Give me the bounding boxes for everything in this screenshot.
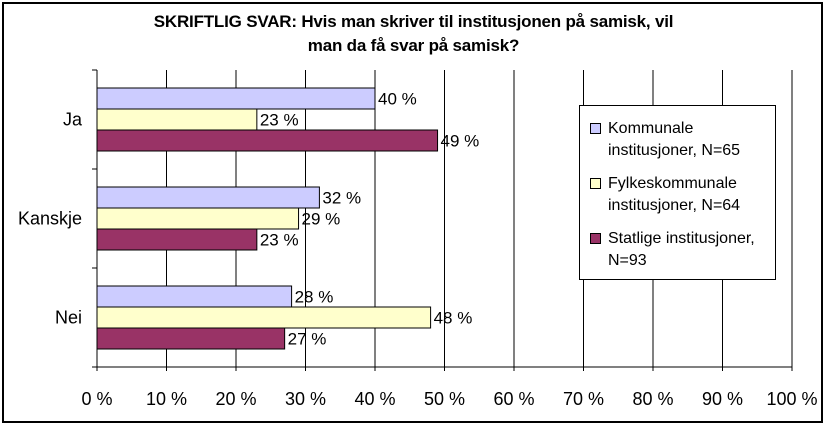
bar-nei-series-2: [96, 327, 286, 350]
bar-kanskje-series-0: [96, 186, 320, 209]
x-tick-label-10: 10 %: [146, 389, 187, 409]
chart-legend: Kommunale institusjoner, N=65 Fylkeskomm…: [579, 105, 776, 280]
x-tick-label-0: 0 %: [81, 389, 112, 409]
data-label-ja-series-2: 49 %: [441, 132, 480, 151]
bar-ja-series-1: [96, 108, 258, 131]
legend-label-fylkeskommunale-line-1: Fylkeskommunale: [608, 175, 737, 192]
x-tick-label-20: 20 %: [215, 389, 256, 409]
legend-label-fylkeskommunale-line-2: institusjoner, N=64: [608, 197, 741, 214]
legend-swatch-kommunale: [590, 123, 601, 134]
bar-nei-series-0: [96, 285, 293, 308]
legend-label-fylkeskommunale: Fylkeskommunale institusjoner, N=64: [608, 173, 773, 217]
legend-swatch-fylkeskommunale: [590, 178, 601, 189]
chart-title-line-2: man da få svar på samisk?: [307, 36, 520, 55]
x-tick-label-30: 30 %: [285, 389, 326, 409]
x-tick-label-80: 80 %: [632, 389, 673, 409]
category-label-nei: Nei: [55, 308, 82, 328]
bar-kanskje-series-2: [96, 228, 258, 251]
chart-title: SKRIFTLIG SVAR: Hvis man skriver til ins…: [0, 10, 827, 58]
x-tick-label-60: 60 %: [493, 389, 534, 409]
data-label-kanskje-series-0: 32 %: [322, 189, 361, 208]
legend-label-statlige-line-2: N=93: [608, 252, 647, 269]
data-label-ja-series-1: 23 %: [260, 111, 299, 130]
data-label-nei-series-2: 27 %: [288, 330, 327, 349]
data-label-nei-series-0: 28 %: [295, 288, 334, 307]
x-tick-label-40: 40 %: [354, 389, 395, 409]
legend-label-kommunale-line-2: institusjoner, N=65: [608, 142, 741, 159]
data-label-ja-series-0: 40 %: [378, 90, 417, 109]
legend-swatch-statlige: [590, 233, 601, 244]
category-label-ja: Ja: [63, 110, 83, 130]
x-tick-label-70: 70 %: [563, 389, 604, 409]
legend-label-statlige-line-1: Statlige institusjoner,: [608, 230, 755, 247]
legend-label-kommunale-line-1: Kommunale: [608, 120, 694, 137]
bar-ja-series-0: [96, 87, 376, 110]
x-tick-label-90: 90 %: [702, 389, 743, 409]
category-label-kanskje: Kanskje: [18, 209, 82, 229]
x-tick-label-50: 50 %: [424, 389, 465, 409]
bar-nei-series-1: [96, 306, 432, 329]
bar-kanskje-series-1: [96, 207, 300, 230]
bar-ja-series-2: [96, 129, 439, 152]
data-label-kanskje-series-2: 23 %: [260, 231, 299, 250]
x-tick-label-100: 100 %: [766, 389, 817, 409]
data-label-nei-series-1: 48 %: [434, 309, 473, 328]
legend-label-kommunale: Kommunale institusjoner, N=65: [608, 118, 773, 162]
legend-label-statlige: Statlige institusjoner, N=93: [608, 228, 773, 272]
data-label-kanskje-series-1: 29 %: [302, 210, 341, 229]
chart-title-line-1: SKRIFTLIG SVAR: Hvis man skriver til ins…: [153, 12, 674, 31]
